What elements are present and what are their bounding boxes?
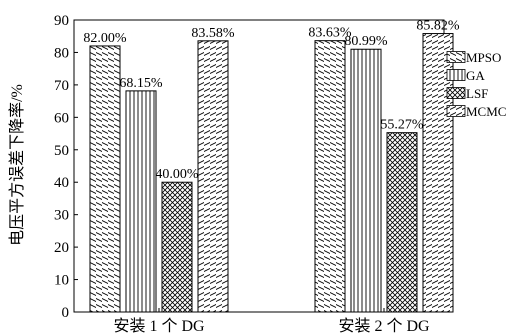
- bars: [89, 33, 454, 313]
- bar-mpso-2: [314, 40, 346, 313]
- data-label-ga-1: 68.15%: [119, 76, 163, 91]
- y-tick-label: 90: [54, 13, 69, 29]
- y-tick-label: 10: [54, 273, 69, 289]
- data-labels: 82.00% 68.15% 40.00% 83.58% 83.63%80.99% 55.2…: [83, 19, 460, 183]
- legend-label-lsf: LSF: [466, 86, 488, 101]
- legend-swatch-mcmc: [446, 105, 466, 117]
- legend-label-ga: GA: [466, 68, 485, 83]
- legend-label-mpso: MPSO: [466, 50, 501, 65]
- y-tick-label: 20: [54, 240, 69, 256]
- bar-ga-1: [125, 90, 157, 313]
- y-ticks: 0 10 20 30 40 50 60 70 80 90: [54, 13, 78, 321]
- legend-label-mcmc: MCMC: [466, 104, 506, 119]
- y-tick-label: 0: [62, 305, 70, 321]
- legend: MPSO GA LSF MCMC: [446, 50, 506, 119]
- legend-swatch-lsf: [446, 87, 466, 99]
- data-label-mpso-1: 82.00%: [83, 31, 127, 46]
- bar-mcmc-1: [197, 40, 229, 313]
- x-tick-label: 安装 1 个 DG: [113, 317, 205, 335]
- y-tick-label: 50: [54, 143, 69, 159]
- data-label-mpso-2: 83.63%: [308, 26, 352, 41]
- y-tick-label: 60: [54, 110, 69, 126]
- data-label-lsf-1: 40.00%: [155, 167, 199, 182]
- bar-lsf-1: [161, 181, 193, 313]
- data-label-ga-2: 80.99%: [344, 34, 388, 49]
- y-tick-label: 40: [54, 175, 69, 191]
- y-tick-label: 70: [54, 78, 69, 94]
- bar-lsf-2: [386, 132, 418, 313]
- bar-ga-2: [350, 48, 382, 313]
- y-tick-label: 30: [54, 208, 69, 224]
- data-label-mcmc-2: 85.82%: [416, 19, 460, 34]
- x-ticks: 安装 1 个 DG 安装 2 个 DG: [113, 308, 430, 335]
- legend-swatch-ga: [446, 69, 466, 81]
- data-label-lsf-2: 55.27%: [380, 118, 424, 133]
- y-axis-label: 电压平方误差下降率/%: [8, 84, 26, 246]
- x-tick-label: 安装 2 个 DG: [338, 317, 430, 335]
- legend-swatch-mpso: [446, 51, 466, 63]
- data-label-mcmc-1: 83.58%: [191, 26, 235, 41]
- y-tick-label: 80: [54, 45, 69, 61]
- bar-mpso-1: [89, 45, 121, 313]
